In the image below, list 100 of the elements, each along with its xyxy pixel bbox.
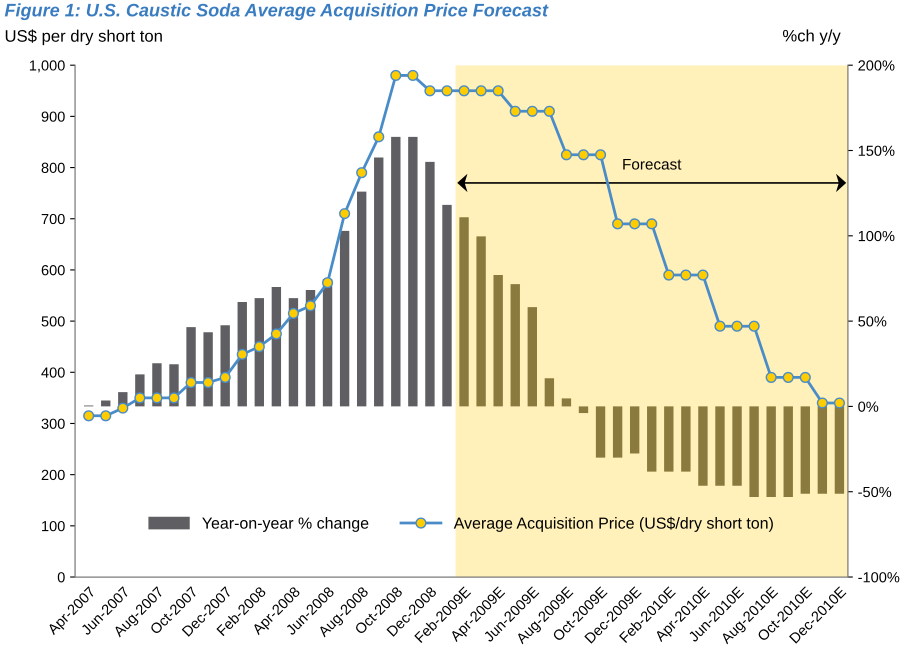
point (83, 410, 94, 422)
bar (784, 406, 793, 498)
y-tick-label: 200 (42, 470, 65, 480)
chart-title: Figure 1: U.S. Caustic Soda Average Acquisition Price Forecast (4, 3, 549, 20)
y-tick-label: 1,000 (30, 60, 65, 72)
point (578, 149, 590, 160)
bar (340, 230, 350, 406)
point (510, 106, 521, 117)
point (800, 372, 811, 383)
point (816, 397, 828, 409)
point (356, 167, 368, 178)
bar (766, 406, 776, 498)
point (697, 269, 708, 281)
bar (818, 406, 828, 494)
y2-axis-title: %ch y/y (782, 29, 841, 45)
bar (476, 236, 486, 406)
point (390, 70, 402, 81)
band-label: Forecast (623, 159, 682, 170)
y2-tick-label: 200% (858, 60, 894, 71)
point (304, 300, 316, 312)
point (339, 208, 350, 220)
bar (596, 406, 606, 458)
point (168, 392, 180, 404)
point (117, 402, 128, 414)
point (441, 85, 453, 96)
point (766, 372, 777, 383)
bar (528, 307, 537, 406)
point (782, 372, 794, 383)
point (322, 277, 334, 288)
y2-tick-label: -100% (858, 572, 900, 582)
point (373, 131, 384, 142)
bar (288, 298, 298, 406)
point (680, 269, 692, 281)
point (407, 70, 418, 81)
bar (698, 406, 708, 486)
point (714, 320, 726, 332)
point (186, 376, 197, 388)
bar (272, 286, 282, 406)
y-tick-label: 800 (42, 162, 65, 173)
point (134, 392, 146, 404)
y2-tick-label: 0% (858, 402, 878, 412)
point (646, 218, 658, 230)
legend-label: Average Acquisition Price (US$/dry short ton) (454, 516, 773, 532)
bar (664, 406, 674, 472)
bar (630, 406, 640, 454)
bar (391, 136, 400, 406)
bar (238, 302, 247, 406)
point (476, 85, 487, 96)
bar (408, 136, 418, 406)
bar (544, 378, 554, 406)
bar (834, 406, 844, 494)
point (288, 308, 299, 319)
bar (749, 406, 759, 498)
y-tick-label: 900 (42, 111, 65, 122)
point (270, 328, 282, 340)
y-tick-label: 300 (42, 418, 65, 429)
point (236, 348, 248, 360)
point (544, 106, 555, 117)
point (492, 85, 504, 96)
point (594, 149, 606, 160)
y-tick-label: 700 (42, 214, 65, 224)
bar (374, 158, 384, 406)
point (254, 341, 265, 352)
bar (562, 398, 572, 406)
y2-tick-label: -50% (858, 486, 892, 498)
y2-tick-label: 100% (858, 230, 894, 242)
point (424, 85, 436, 96)
bar (254, 298, 264, 406)
bar (800, 406, 810, 494)
point (526, 106, 538, 117)
bar (612, 406, 622, 458)
point (612, 218, 624, 230)
y2-tick-label: 150% (858, 146, 894, 156)
y-tick-label: 600 (42, 265, 65, 276)
point (834, 397, 845, 409)
bar (101, 400, 110, 406)
point (560, 149, 572, 160)
bar (681, 406, 691, 472)
point (151, 392, 162, 404)
bar (647, 406, 656, 472)
y2-tick-label: 50% (858, 316, 886, 327)
legend-label: Year-on-year % change (202, 517, 368, 532)
point (202, 376, 214, 388)
bar (715, 406, 725, 486)
bar (459, 217, 469, 406)
bar (442, 204, 452, 406)
point (220, 372, 231, 383)
point (100, 410, 112, 422)
point (663, 269, 674, 281)
point (748, 320, 760, 332)
y-tick-label: 500 (42, 316, 65, 327)
bar (425, 162, 435, 406)
bar (732, 406, 742, 486)
point (731, 320, 743, 332)
point (458, 85, 470, 96)
bar (356, 192, 366, 406)
y-tick-label: 100 (42, 520, 65, 532)
point (629, 218, 640, 230)
bar (493, 275, 503, 406)
bar (578, 406, 588, 414)
